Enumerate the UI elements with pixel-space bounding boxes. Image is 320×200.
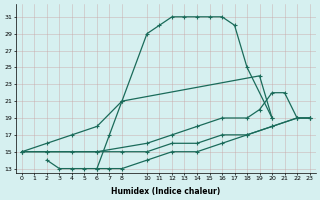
X-axis label: Humidex (Indice chaleur): Humidex (Indice chaleur) [111, 187, 220, 196]
